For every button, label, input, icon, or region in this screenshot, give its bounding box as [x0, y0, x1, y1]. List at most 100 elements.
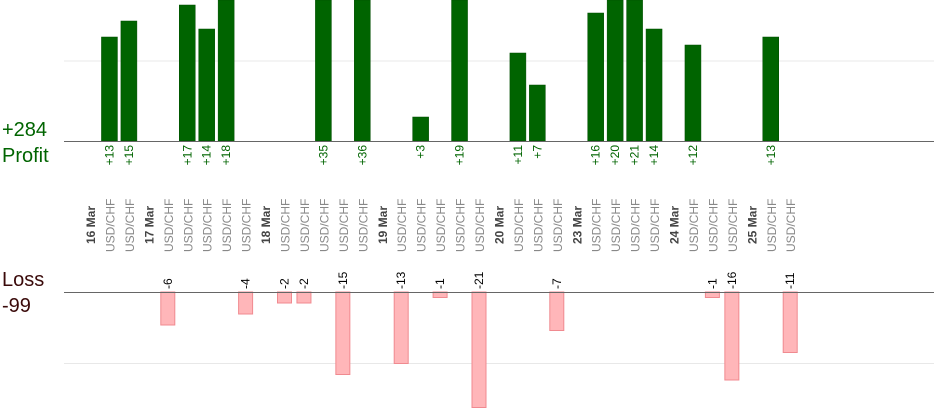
profit-value-label: +18: [219, 145, 233, 166]
profit-bar: [645, 28, 663, 142]
date-label: 25 Mar: [745, 206, 759, 244]
profit-value-label: +13: [764, 145, 778, 166]
profit-bar: [684, 44, 702, 142]
loss-total: -99: [2, 295, 31, 317]
date-label: 16 Mar: [84, 206, 98, 244]
profit-bar: [626, 0, 643, 142]
loss-bar: [277, 291, 292, 304]
label-layer: 16 Mar USD/CHF +13 USD/CHF +15 17 Mar USD/CHF -…: [84, 145, 798, 289]
profit-label: Profit: [2, 145, 49, 167]
loss-value-label: -11: [783, 272, 797, 289]
loss-value-label: -2: [278, 278, 292, 289]
pair-label: USD/CHF: [648, 199, 662, 252]
pair-label: USD/CHF: [415, 199, 429, 252]
profit-bar: [120, 20, 138, 142]
profit-bar: [606, 0, 624, 142]
date-label: 19 Mar: [376, 206, 390, 244]
profit-bar: [412, 116, 429, 142]
profit-value-label: +13: [102, 145, 116, 166]
pair-label: USD/CHF: [279, 199, 293, 252]
loss-bar: [296, 291, 312, 304]
profit-value-label: +36: [355, 145, 369, 166]
pair-label: USD/CHF: [706, 199, 720, 252]
pair-label: USD/CHF: [220, 199, 234, 252]
loss-bar: [160, 291, 176, 326]
date-label: 23 Mar: [570, 206, 584, 244]
loss-bar: [549, 291, 565, 331]
pair-label: USD/CHF: [765, 199, 779, 252]
pair-label: USD/CHF: [726, 199, 740, 252]
profit-value-label: +20: [608, 145, 622, 166]
loss-value-label: -4: [239, 278, 253, 289]
pair-label: USD/CHF: [434, 199, 448, 252]
loss-value-label: -15: [336, 271, 350, 289]
loss-value-label: -1: [705, 278, 719, 289]
profit-value-label: +35: [316, 145, 330, 166]
pair-label: USD/CHF: [687, 199, 701, 252]
profit-value-label: +11: [511, 145, 525, 165]
loss-bar: [471, 291, 487, 408]
profit-value-label: +14: [647, 145, 661, 166]
loss-bar: [238, 291, 254, 315]
profit-value-label: +12: [686, 145, 700, 166]
pair-label: USD/CHF: [162, 199, 176, 252]
profit-bar: [354, 0, 371, 142]
date-label: 20 Mar: [492, 206, 506, 244]
profit-bar: [198, 28, 215, 142]
pair-label: USD/CHF: [512, 199, 526, 252]
date-label: 24 Mar: [668, 206, 682, 244]
pair-label: USD/CHF: [123, 199, 137, 252]
profit-bar: [762, 36, 779, 142]
profit-value-label: +19: [453, 145, 467, 166]
profit-value-label: +15: [122, 145, 136, 166]
loss-value-label: -21: [472, 271, 486, 289]
pair-label: USD/CHF: [337, 199, 351, 252]
loss-bar: [335, 291, 351, 375]
loss-value-label: -2: [297, 278, 311, 289]
profit-value-label: +21: [628, 145, 642, 166]
pair-label: USD/CHF: [201, 199, 215, 252]
pair-label: USD/CHF: [240, 199, 254, 252]
profit-value-label: +17: [180, 145, 194, 166]
pair-label: USD/CHF: [395, 199, 409, 252]
profit-bar: [587, 12, 604, 142]
bar-layer: [101, 0, 798, 408]
pair-label: USD/CHF: [298, 199, 312, 252]
pair-label: USD/CHF: [356, 199, 370, 252]
loss-value-label: -6: [161, 278, 175, 289]
date-label: 17 Mar: [142, 206, 156, 244]
pair-label: USD/CHF: [551, 199, 565, 252]
profit-value-label: +14: [200, 145, 214, 166]
profit-total: +284: [2, 119, 48, 141]
pair-label: USD/CHF: [784, 199, 798, 252]
loss-bar: [393, 291, 409, 364]
pair-label: USD/CHF: [103, 199, 117, 252]
profit-bar: [451, 0, 468, 142]
profit-bar: [179, 4, 196, 142]
loss-value-label: -1: [433, 278, 447, 289]
profit-bar: [101, 36, 118, 142]
pair-label: USD/CHF: [454, 199, 468, 252]
pair-label: USD/CHF: [590, 199, 604, 252]
date-label: 18 Mar: [259, 206, 273, 244]
profit-bar: [529, 84, 546, 142]
pair-label: USD/CHF: [609, 199, 623, 252]
pair-label: USD/CHF: [531, 199, 545, 252]
pair-label: USD/CHF: [629, 199, 643, 252]
profit-bar: [217, 0, 235, 142]
loss-bar: [724, 291, 740, 381]
axis-layer: [64, 141, 934, 293]
loss-value-label: -13: [394, 271, 408, 289]
loss-value-label: -16: [725, 271, 739, 289]
pair-label: USD/CHF: [473, 199, 487, 252]
loss-label: Loss: [2, 269, 45, 291]
pair-label: USD/CHF: [181, 199, 195, 252]
profit-bar: [315, 0, 332, 142]
profit-value-label: +7: [530, 145, 544, 159]
profit-value-label: +16: [589, 145, 603, 166]
profit-bar: [509, 52, 527, 142]
profit-value-label: +3: [414, 145, 428, 159]
pair-label: USD/CHF: [317, 199, 331, 252]
loss-bar: [782, 291, 798, 353]
